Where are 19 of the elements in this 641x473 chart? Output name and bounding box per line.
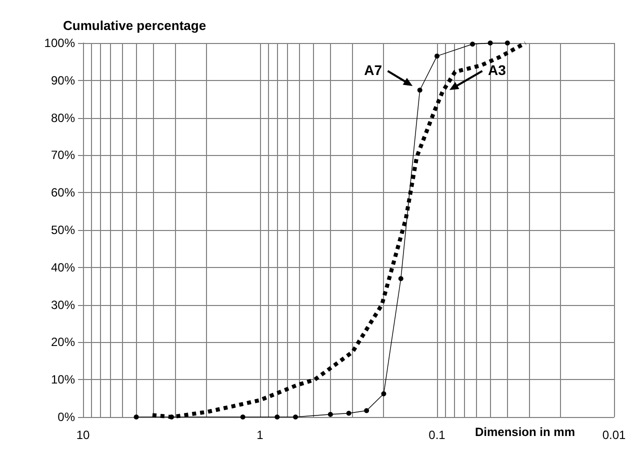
y-tick-label: 100%: [44, 36, 76, 50]
y-tick-label: 30%: [50, 298, 76, 312]
y-tick-label: 10%: [50, 372, 76, 387]
annotation: A7: [364, 62, 382, 78]
y-tick-label: 60%: [50, 186, 76, 200]
x-tick-label: 1: [256, 428, 264, 442]
x-tick-label: 10: [76, 428, 90, 442]
y-tick-label: 50%: [50, 223, 76, 237]
y-tick-label: 0%: [58, 410, 76, 424]
annotation: A3: [488, 62, 506, 78]
x-tick-label: 0.1: [428, 428, 446, 442]
x-axis-title: Dimension in mm: [474, 425, 576, 439]
x-tick-label: 0.01: [602, 428, 626, 442]
y-tick-label: 20%: [50, 335, 76, 350]
y-tick-label: 80%: [50, 110, 76, 125]
y-tick-label: 40%: [50, 260, 76, 274]
y-tick-label: 70%: [50, 148, 76, 162]
y-axis-title: Cumulative percentage: [63, 18, 206, 33]
y-tick-label: 90%: [50, 73, 76, 88]
